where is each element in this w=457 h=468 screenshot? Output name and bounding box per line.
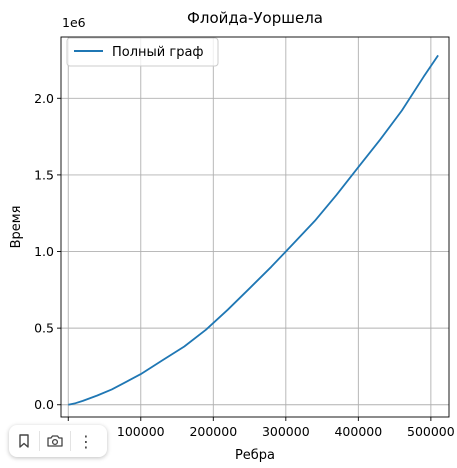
more-icon: ⋮ <box>78 431 94 451</box>
x-tick-label: 300000 <box>262 424 310 439</box>
chart-title: Флойда-Уоршела <box>187 9 323 27</box>
series-line <box>68 54 439 406</box>
legend-box <box>66 37 219 67</box>
legend-label: Полный граф <box>112 45 204 60</box>
y-axis-title: Время <box>9 206 24 249</box>
toolbar-divider <box>70 431 71 451</box>
more-options-button[interactable]: ⋮ <box>71 426 101 456</box>
bookmark-button[interactable] <box>9 426 39 456</box>
y-tick-label: 0.5 <box>34 321 54 336</box>
legend: Полный граф <box>66 37 219 67</box>
image-toolbar: ⋮ <box>9 425 107 457</box>
y-tick-label: 1.5 <box>34 167 54 182</box>
x-tick-label: 200000 <box>189 424 237 439</box>
plot-frame <box>60 36 450 418</box>
grid <box>61 37 449 417</box>
ticks: 01000002000003000004000005000000.00.51.0… <box>34 91 455 439</box>
y-tick-label: 2.0 <box>34 91 54 106</box>
y-offset-label: 1e6 <box>62 15 86 30</box>
y-tick-label: 1.0 <box>34 244 54 259</box>
x-axis-title: Ребра <box>235 448 275 463</box>
x-tick-label: 100000 <box>117 424 165 439</box>
x-tick-label: 400000 <box>334 424 382 439</box>
series-layer <box>68 54 439 406</box>
screenshot-search-button[interactable] <box>40 426 70 456</box>
x-tick-label: 500000 <box>407 424 455 439</box>
screenshot-icon <box>47 435 63 447</box>
toolbar-divider <box>39 431 40 451</box>
y-tick-label: 0.0 <box>34 397 54 412</box>
bookmark-icon <box>19 434 29 448</box>
